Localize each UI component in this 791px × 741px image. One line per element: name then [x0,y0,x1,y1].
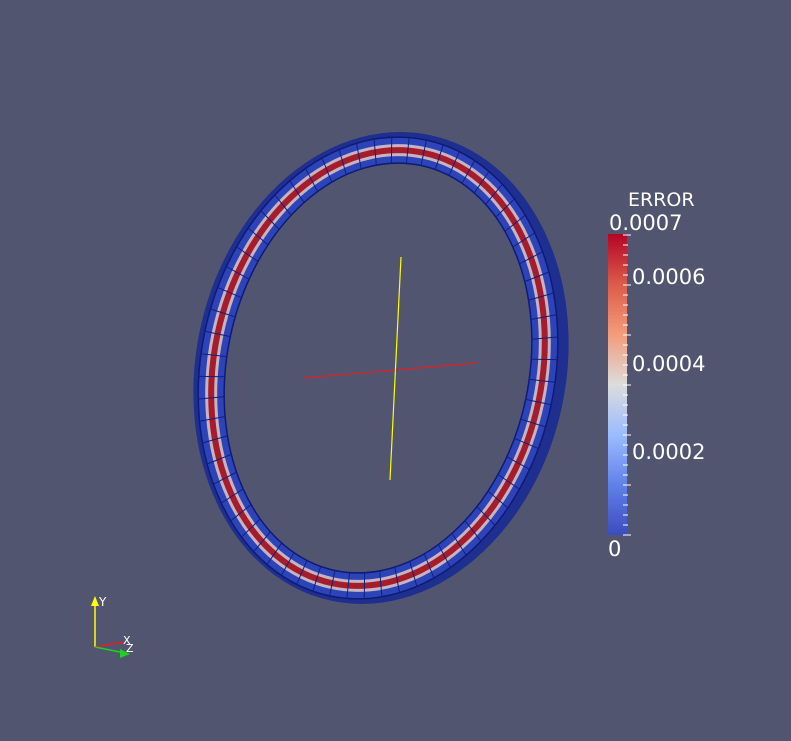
mesh-segment-line [530,314,557,321]
mesh-segment-line [495,198,515,218]
center-axes [302,256,478,481]
mesh-segment-line [420,139,427,166]
mesh-segment-line [405,137,410,164]
mesh-segment-line [253,531,271,552]
mesh-segment-line [451,533,467,556]
mesh-segment-line [241,518,261,538]
mesh-segment-line [373,139,377,166]
mesh-segment-line [217,286,242,299]
mesh-segment-line [497,474,520,490]
mesh-segment-line [485,184,503,205]
mesh-segment-line [266,542,283,565]
legend-label-max: 0.0007 [609,211,683,235]
orientation-axes [91,596,130,658]
mesh-segment-line [210,308,236,318]
legend-title: ERROR [628,189,695,211]
ring-mesh [193,132,569,604]
mesh-segment-line [221,488,244,504]
mesh-segment-line [321,157,333,183]
mesh-segment-line [346,572,351,599]
mesh-segment-line [260,210,280,230]
mesh-segment-line [289,180,305,203]
mesh-segment-line [514,437,539,450]
mesh-segment-line [305,168,319,192]
mesh-segment-line [531,336,558,340]
legend-label-min: 0 [608,537,622,561]
color-bar-ticks [623,234,631,536]
orientation-x-line [94,641,125,648]
mesh-segment-line [434,144,444,170]
mesh-segment-line [524,271,550,283]
mesh-segment-line [312,566,322,592]
mesh-segment-line [213,471,237,485]
mesh-segment-line [226,266,250,280]
mesh-segment-line [519,251,543,265]
orientation-z-label: Z [126,642,134,655]
mesh-segment-line [202,435,228,444]
mesh-segment-line [204,330,231,338]
legend-label-0002: 0.0002 [632,440,706,464]
mesh-segment-line [461,160,476,184]
mesh-segment-line [329,570,336,597]
mesh-segment-line [280,552,295,576]
mesh-segment-line [274,194,292,216]
mesh-segment-line [473,171,490,194]
center-axis-y-line [389,256,402,481]
mesh-segment-line [394,566,400,593]
mesh-segment-line [356,143,362,170]
mesh-segment-line [464,520,482,542]
mesh-segment-line [247,227,269,246]
color-bar [608,234,627,535]
center-axis-x-line [302,362,478,379]
mesh-segment-line [338,149,347,175]
mesh-segment-line [206,453,232,465]
mesh-segment-line [504,214,526,232]
mesh-segment-line [525,398,552,406]
mesh-segment-line [520,418,546,428]
mesh-segment-line [487,490,509,509]
mesh-segment-line [476,506,496,526]
mesh-segment-line [528,292,554,301]
mesh-segment-line [230,504,252,522]
legend-label-0004: 0.0004 [632,352,706,376]
mesh-segment-line [529,378,556,383]
mesh-segment-line [423,553,435,579]
mesh-segment-line [198,396,225,400]
mesh-segment-line [448,151,460,176]
legend-label-0006: 0.0006 [632,265,706,289]
mesh-segment-line [200,353,227,358]
mesh-segment-line [409,561,418,587]
mesh-segment-line [236,246,259,262]
mesh-segment-line [296,560,308,585]
mesh-segment-line [379,570,383,597]
mesh-segment-line [512,232,535,248]
mesh-segment-line [437,544,451,568]
mesh-segment-line [506,456,530,470]
orientation-y-label: Y [99,595,107,609]
orientation-x-label: X [123,634,131,647]
mesh-segment-line [199,415,226,422]
